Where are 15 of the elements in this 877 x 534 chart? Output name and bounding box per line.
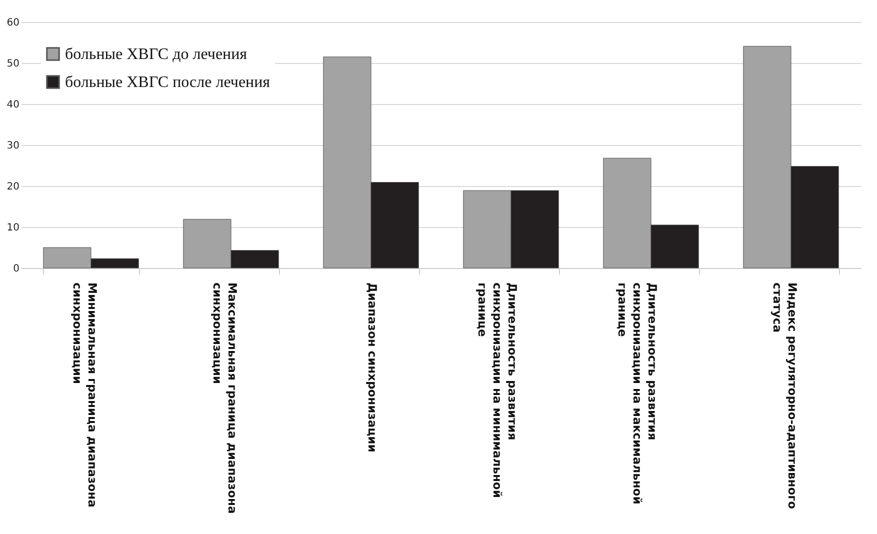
- y-tick-label: 10: [6, 222, 20, 234]
- x-tick-label: Максимальная граница диапазона синхронизации: [210, 282, 240, 514]
- legend-label: больные ХВГС после лечения: [65, 74, 271, 91]
- x-tick-label: Диапазон синхронизации: [366, 282, 380, 452]
- y-tick-label: 60: [6, 18, 20, 28]
- y-tick-label: 20: [6, 182, 20, 192]
- x-tick-label: Минимальная граница диапазона синхронизации: [70, 282, 100, 508]
- y-tick-label: 30: [6, 140, 20, 152]
- x-tick-label: Длительность развития синхронизации на минимальной границе: [476, 282, 520, 498]
- y-tick-label: 50: [6, 58, 20, 70]
- y-tick-label: 40: [6, 100, 20, 110]
- legend-label: больные ХВГС до лечения: [65, 46, 248, 63]
- x-tick-label: Длительность развития синхронизации на максимальной границе: [616, 282, 660, 504]
- y-tick-label: 0: [13, 264, 20, 274]
- x-tick-label: Индекс регуляторно-адаптивного статуса: [770, 282, 800, 510]
